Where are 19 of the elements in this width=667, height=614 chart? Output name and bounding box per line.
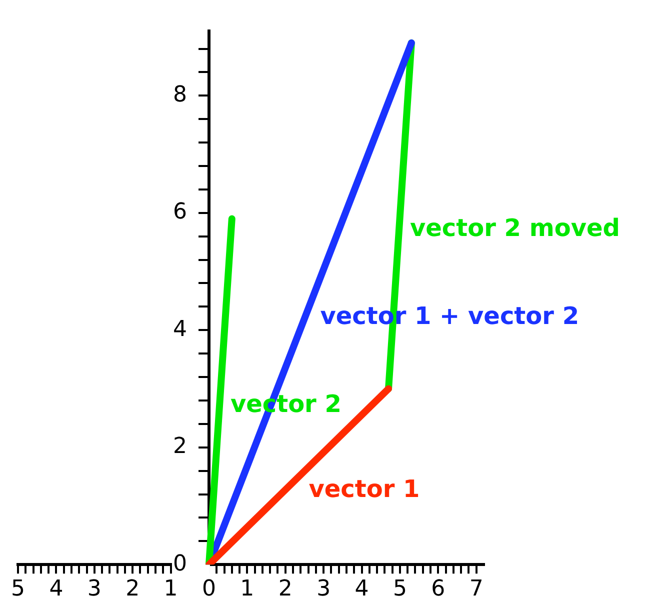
series-label: vector 2 moved — [410, 214, 620, 242]
x-tick-label: 4 — [49, 576, 64, 602]
x-tick-label: 1 — [164, 576, 178, 602]
x-tick-label: 2 — [278, 576, 292, 602]
x-tick-label: 5 — [11, 576, 25, 602]
x-tick-label: 7 — [469, 576, 484, 602]
x-tick-label: 6 — [431, 576, 446, 602]
x-tick-label: 3 — [316, 576, 331, 602]
x-tick-label: 3 — [87, 576, 102, 602]
y-tick-label: 6 — [172, 200, 209, 225]
x-tick-label: 4 — [354, 576, 369, 602]
x-tick-label: 5 — [392, 576, 407, 602]
series-label: vector 1 — [308, 474, 420, 503]
y-tick-label: 8 — [172, 82, 209, 108]
x-tick-label: 2 — [126, 576, 140, 602]
x-tick-label: 1 — [240, 576, 254, 602]
y-tick-label: 0 — [172, 551, 209, 576]
y-tick-label: 2 — [172, 434, 209, 460]
y-tick-label: 4 — [172, 316, 209, 342]
